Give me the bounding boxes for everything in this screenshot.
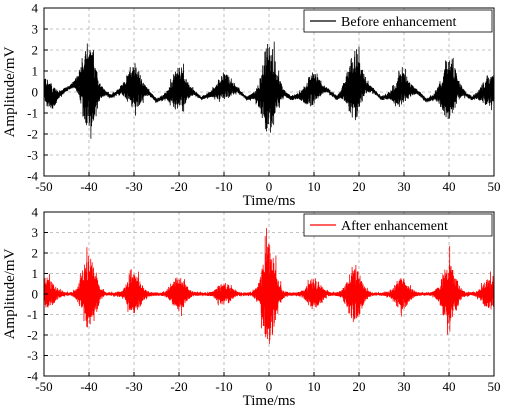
- legend-box: [303, 213, 493, 237]
- legend-box: [303, 9, 493, 33]
- y-tick-label: 4: [32, 205, 39, 220]
- x-tick-label: -50: [35, 179, 52, 194]
- y-tick-label: 2: [32, 246, 39, 261]
- x-tick-label: -10: [215, 179, 232, 194]
- x-tick-label: 20: [353, 379, 366, 394]
- legend-label: Before enhancement: [341, 15, 457, 30]
- y-tick-label: 1: [32, 266, 39, 281]
- panel-after: -50 -40 -30 -20 -10 0 10 20 30 40 50-4-3-2-101234T…: [2, 205, 501, 410]
- y-tick-label: -1: [27, 106, 38, 121]
- x-tick-label: 50: [488, 179, 501, 194]
- x-tick-label: 30: [398, 179, 411, 194]
- x-tick-label: -30: [125, 179, 142, 194]
- x-tick-label: 50: [488, 379, 501, 394]
- y-tick-label: -2: [27, 328, 38, 343]
- x-tick-label: 40: [443, 179, 456, 194]
- y-tick-label: 4: [32, 1, 39, 16]
- x-tick-label: 10: [308, 179, 321, 194]
- y-tick-label: -2: [27, 127, 38, 142]
- x-tick-label: 40: [443, 379, 456, 394]
- x-tick-label: 0: [266, 179, 273, 194]
- y-tick-label: 2: [32, 43, 39, 58]
- x-axis-label: Time/ms: [243, 393, 296, 409]
- x-tick-label: 20: [353, 179, 366, 194]
- x-tick-label: -20: [170, 379, 187, 394]
- y-axis-label: Amplitude/mV: [2, 46, 18, 137]
- y-axis-label: Amplitude/mV: [2, 248, 18, 339]
- x-tick-label: -30: [125, 379, 142, 394]
- x-tick-label: -40: [80, 179, 97, 194]
- x-tick-label: -50: [35, 379, 52, 394]
- x-tick-label: 10: [308, 379, 321, 394]
- y-tick-label: 3: [32, 22, 39, 37]
- x-tick-label: 0: [266, 379, 273, 394]
- panel-before: -50 -40 -30 -20 -10 0 10 20 30 40 50-4-3-2-101234T…: [2, 1, 501, 210]
- y-tick-label: 1: [32, 64, 39, 79]
- y-tick-label: -3: [27, 148, 38, 163]
- x-tick-label: -10: [215, 379, 232, 394]
- y-tick-label: 3: [32, 225, 39, 240]
- x-axis-label: Time/ms: [243, 193, 296, 209]
- series-line: [43, 41, 495, 139]
- y-tick-label: -1: [27, 307, 38, 322]
- y-tick-label: 0: [32, 287, 39, 302]
- y-tick-label: -4: [27, 369, 38, 384]
- legend-label: After enhancement: [341, 219, 448, 234]
- series-line: [43, 228, 495, 344]
- x-tick-label: -40: [80, 379, 97, 394]
- x-tick-label: -20: [170, 179, 187, 194]
- y-tick-label: -3: [27, 348, 38, 363]
- y-tick-label: -4: [27, 169, 38, 184]
- y-tick-label: 0: [32, 85, 39, 100]
- x-tick-label: 30: [398, 379, 411, 394]
